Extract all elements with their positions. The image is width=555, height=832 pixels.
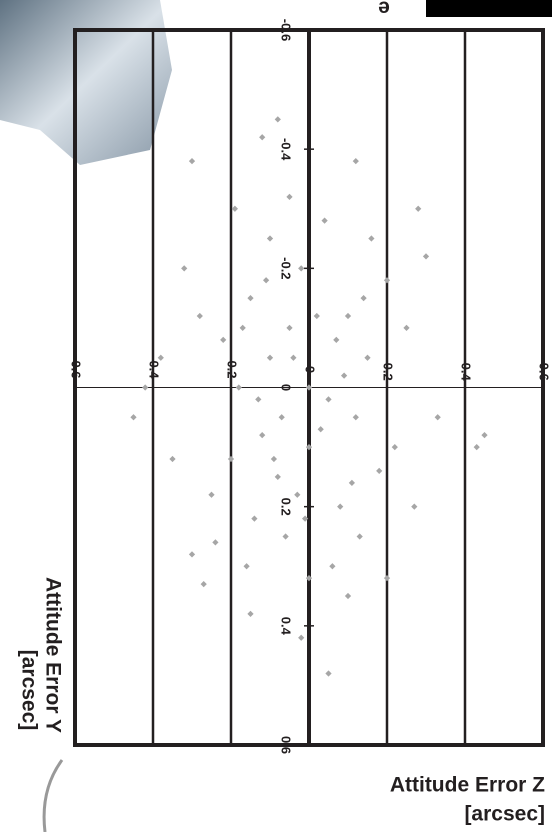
scatter-point [325, 396, 331, 402]
x-axis-unit: [arcsec] [17, 650, 40, 731]
scatter-point [259, 432, 265, 438]
scatter-point [267, 355, 273, 361]
scatter-point [267, 235, 273, 241]
x-tick-label: 0.6 [69, 360, 84, 378]
scatter-point [255, 396, 261, 402]
scatter-point [345, 313, 351, 319]
black-bar [426, 0, 552, 17]
scatter-point [232, 206, 238, 212]
y-tick-label: 0 [279, 384, 294, 391]
scatter-point [197, 313, 203, 319]
decor-curve [44, 760, 62, 832]
x-axis-label: Attitude Error Y [41, 577, 64, 733]
scatter-point [243, 563, 249, 569]
scatter-point [247, 611, 253, 617]
scatter-point [286, 325, 292, 331]
scatter-point [318, 426, 324, 432]
scatter-point [321, 218, 327, 224]
scatter-point [357, 533, 363, 539]
y-tick-label: -0.2 [279, 257, 294, 279]
y-axis-unit: [arcsec] [464, 803, 545, 826]
scatter-point [345, 593, 351, 599]
scatter-point [240, 325, 246, 331]
x-tick-label: 0 [303, 366, 318, 373]
y-tick-label: -0.4 [279, 138, 294, 161]
scatter-point [263, 277, 269, 283]
scatter-point [474, 444, 480, 450]
scatter-point [251, 515, 257, 521]
x-tick-label: 0.4 [147, 360, 162, 379]
scatter-point [337, 504, 343, 510]
x-tick-label: -0.6 [537, 358, 552, 380]
scatter-point [349, 480, 355, 486]
scatter-point [290, 355, 296, 361]
y-axis-label: Attitude Error Z [390, 774, 545, 797]
x-tick-label: 0.2 [225, 360, 240, 378]
scatter-point [236, 384, 242, 390]
scatter-point [228, 456, 234, 462]
scatter-point [376, 468, 382, 474]
scatter-point [189, 158, 195, 164]
y-tick-label: 0.4 [279, 617, 294, 636]
scatter-point [353, 158, 359, 164]
scatter-point [364, 355, 370, 361]
y-tick-label: 0.2 [279, 498, 294, 516]
scatter-point [392, 444, 398, 450]
scatter-point [341, 372, 347, 378]
scatter-point [411, 504, 417, 510]
scatter-point [384, 277, 390, 283]
scatter-point [286, 194, 292, 200]
scatter-point [298, 635, 304, 641]
scatter-point [306, 444, 312, 450]
scatter-point [279, 414, 285, 420]
scatter-point [208, 492, 214, 498]
scatter-point [435, 414, 441, 420]
scatter-point [247, 295, 253, 301]
scatter-point [271, 456, 277, 462]
scatter-point [275, 116, 281, 122]
y-tick-label: -0.6 [279, 19, 294, 41]
scatter-point [384, 575, 390, 581]
scatter-point [306, 575, 312, 581]
fragment-text: e [378, 0, 390, 19]
scatter-point [259, 134, 265, 140]
scatter-point [212, 539, 218, 545]
y-tick-label: 0.6 [279, 736, 294, 754]
scatter-point [142, 384, 148, 390]
scatter-point [201, 581, 207, 587]
scatter-point [275, 474, 281, 480]
x-tick-label: -0.4 [459, 358, 474, 381]
scatter-point [130, 414, 136, 420]
scatter-point [189, 551, 195, 557]
scatter-point [169, 456, 175, 462]
scatter-point [333, 337, 339, 343]
scatter-point [181, 265, 187, 271]
scatter-point [298, 265, 304, 271]
scatter-point [314, 313, 320, 319]
x-tick-label: -0.2 [381, 358, 396, 380]
scatter-point [368, 235, 374, 241]
scatter-point [423, 253, 429, 259]
scatter-point [481, 432, 487, 438]
scatter-point [220, 337, 226, 343]
scatter-point [329, 563, 335, 569]
scatter-point [325, 670, 331, 676]
scatter-point [360, 295, 366, 301]
chart: e Attitude Error Y [arcsec] Attitude Err… [0, 0, 555, 832]
scatter-point [306, 384, 312, 390]
scatter-point [403, 325, 409, 331]
scatter-point [353, 414, 359, 420]
scatter-point [294, 492, 300, 498]
satellite-image [0, 0, 172, 165]
scatter-point [415, 206, 421, 212]
scatter-point [282, 533, 288, 539]
